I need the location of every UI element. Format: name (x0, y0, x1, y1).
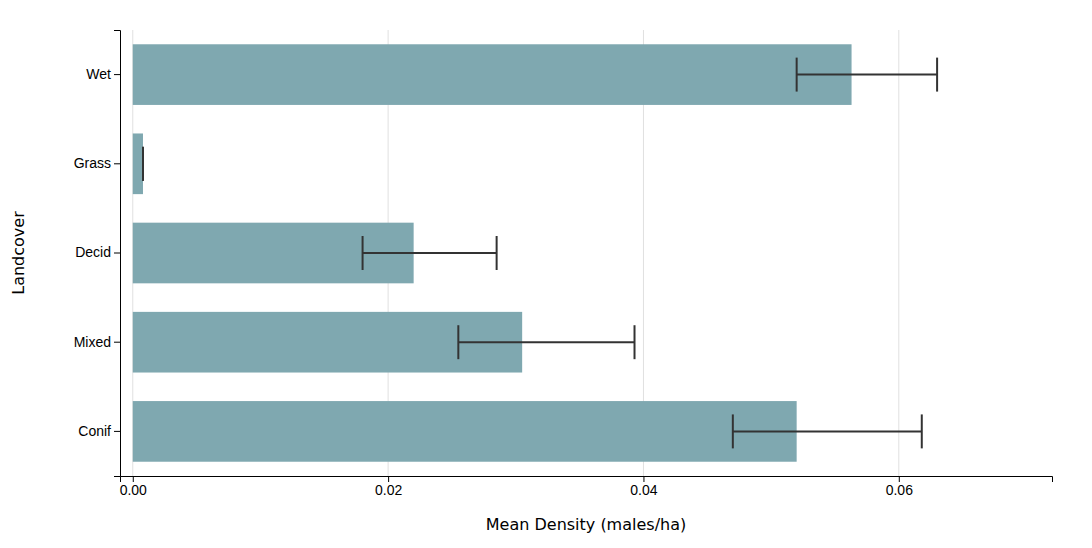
y-axis-title: Landcover (9, 211, 28, 295)
y-tick-label: Wet (86, 66, 111, 82)
error-cap (936, 58, 938, 92)
y-tick: Mixed (74, 334, 120, 350)
error-bar (458, 325, 634, 359)
grid-line (898, 30, 899, 476)
y-tick-label: Grass (74, 155, 111, 171)
x-tick-label: 0.04 (630, 482, 657, 498)
error-bar (142, 147, 143, 181)
error-line (733, 430, 922, 432)
error-cap (457, 325, 459, 359)
y-tick: Decid (75, 244, 120, 260)
x-axis-title: Mean Density (males/ha) (486, 515, 686, 534)
x-tick-label: 0.06 (886, 482, 913, 498)
error-line (458, 341, 634, 343)
error-cap (362, 236, 364, 270)
y-axis-line (114, 31, 121, 477)
error-cap (496, 236, 498, 270)
y-tick-mark (114, 431, 120, 432)
error-cap (142, 147, 144, 181)
marks (133, 44, 937, 461)
x-tick-label: 0.00 (120, 482, 147, 498)
x-tick: 0.02 (375, 476, 402, 498)
error-cap (796, 58, 798, 92)
y-tick: Conif (78, 423, 120, 439)
bar (133, 401, 797, 462)
y-tick-mark (114, 74, 120, 75)
error-cap (634, 325, 636, 359)
grid (133, 30, 899, 476)
y-tick-label: Mixed (74, 334, 111, 350)
x-axis: 0.00 0.02 0.04 0.06 (120, 476, 1053, 498)
y-tick-label: Decid (75, 244, 111, 260)
error-line (363, 252, 497, 254)
x-tick: 0.00 (120, 476, 147, 498)
x-tick-label: 0.02 (375, 482, 402, 498)
chart: 0.00 0.02 0.04 0.06 Conif Mixed Decid Grass Wet M… (0, 0, 1092, 548)
y-tick-mark (114, 253, 120, 254)
y-tick-mark (114, 342, 120, 343)
y-tick: Wet (86, 66, 120, 82)
error-bar (733, 414, 922, 448)
bar (133, 133, 143, 194)
x-tick: 0.06 (886, 476, 913, 498)
error-bar (797, 58, 937, 92)
y-tick-label: Conif (78, 423, 111, 439)
y-tick: Grass (74, 155, 120, 171)
y-tick-mark (114, 163, 120, 164)
x-tick: 0.04 (630, 476, 657, 498)
error-cap (921, 414, 923, 448)
error-bar (363, 236, 497, 270)
bar (133, 44, 852, 105)
plot: 0.00 0.02 0.04 0.06 Conif Mixed Decid Grass Wet (74, 30, 1053, 498)
error-cap (142, 147, 144, 181)
error-line (797, 74, 937, 76)
y-axis: Conif Mixed Decid Grass Wet (74, 31, 121, 477)
error-cap (732, 414, 734, 448)
